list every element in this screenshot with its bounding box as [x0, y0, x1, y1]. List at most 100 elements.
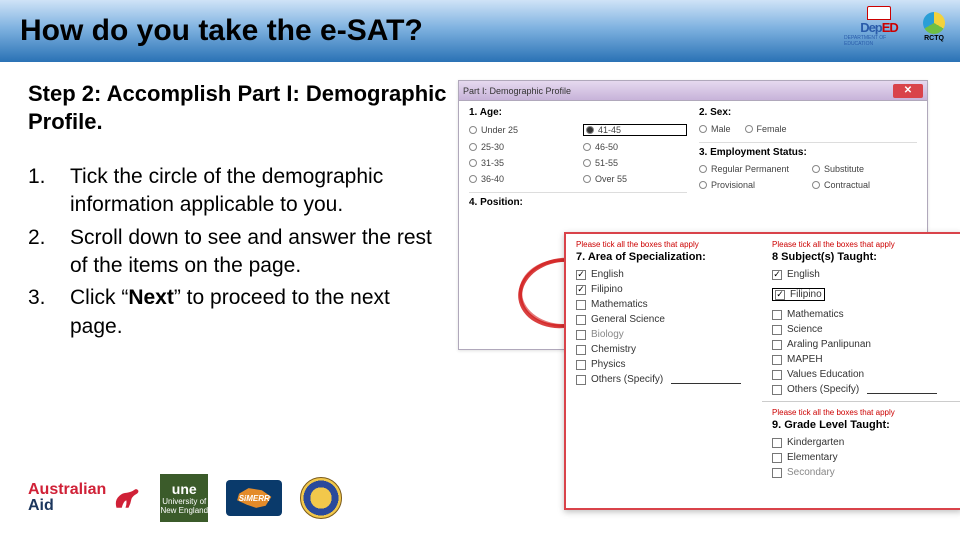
checkbox-icon — [576, 345, 586, 355]
q9-label: 9. Grade Level Taught: — [772, 419, 950, 431]
specialization-option[interactable]: English — [576, 269, 754, 280]
specialization-option[interactable]: General Science — [576, 314, 754, 325]
specify-underline — [867, 385, 937, 394]
specialization-option[interactable]: Physics — [576, 359, 754, 370]
option-label: English — [591, 269, 624, 280]
subject-option[interactable]: English — [772, 269, 950, 280]
une-logo: une University of New England — [160, 474, 208, 522]
demographic-window-front: Please tick all the boxes that apply 7. … — [564, 232, 960, 510]
option-label: Filipino — [790, 289, 822, 300]
instruction-text: Scroll down to see and answer the rest o… — [70, 224, 448, 281]
age-option[interactable]: Under 25 — [469, 124, 573, 136]
employment-option[interactable]: Regular Permanent — [699, 164, 804, 174]
step-title: Step 2: Accomplish Part I: Demographic P… — [28, 80, 448, 135]
window-titlebar: Part I: Demographic Profile ✕ — [459, 81, 927, 101]
option-label: 41-45 — [598, 125, 621, 135]
subject-option[interactable]: Araling Panlipunan — [772, 339, 950, 350]
subject-option[interactable]: Others (Specify) — [772, 384, 950, 395]
header-logos: DepED DEPARTMENT OF EDUCATION RCTQ — [844, 6, 948, 48]
option-label: 51-55 — [595, 158, 618, 168]
employment-option[interactable]: Contractual — [812, 180, 917, 190]
option-label: Science — [787, 324, 823, 335]
close-icon[interactable]: ✕ — [893, 84, 923, 98]
checkbox-icon — [772, 340, 782, 350]
specialization-option[interactable]: Biology — [576, 329, 754, 340]
age-option[interactable]: 36-40 — [469, 174, 573, 184]
grade-option[interactable]: Kindergarten — [772, 437, 950, 448]
radio-icon — [469, 175, 477, 183]
age-column: 1. Age: Under 2541-4525-3046-5031-3551-5… — [469, 107, 687, 208]
specialization-option[interactable]: Chemistry — [576, 344, 754, 355]
checkbox-icon — [576, 360, 586, 370]
subjects-column: Please tick all the boxes that apply 8 S… — [772, 240, 950, 482]
specialization-option[interactable]: Mathematics — [576, 299, 754, 310]
option-label: Others (Specify) — [787, 384, 859, 395]
option-label: Filipino — [591, 284, 623, 295]
age-option[interactable]: 46-50 — [583, 142, 687, 152]
age-option[interactable]: 51-55 — [583, 158, 687, 168]
checkbox-icon — [576, 375, 586, 385]
radio-icon — [699, 165, 707, 173]
option-label: Others (Specify) — [591, 374, 663, 385]
checkbox-icon — [772, 310, 782, 320]
specify-underline — [671, 375, 741, 384]
employment-option[interactable]: Substitute — [812, 164, 917, 174]
option-label: Elementary — [787, 452, 838, 463]
instruction-item: 2.Scroll down to see and answer the rest… — [28, 224, 448, 281]
grade-option[interactable]: Elementary — [772, 452, 950, 463]
radio-icon — [583, 143, 591, 151]
deped-book-icon — [867, 6, 891, 20]
option-label: Secondary — [787, 467, 835, 478]
page-title: How do you take the e-SAT? — [20, 14, 423, 48]
checkbox-icon — [772, 370, 782, 380]
option-label: Contractual — [824, 180, 870, 190]
une-sub1: University of — [162, 497, 206, 506]
q3-label: 3. Employment Status: — [699, 147, 917, 158]
option-label: English — [787, 269, 820, 280]
rctq-logo: RCTQ — [920, 12, 948, 42]
aus-aid-text: Australian Aid — [28, 482, 106, 514]
footer-logos: Australian Aid une University of New Eng… — [28, 474, 342, 522]
subject-option[interactable]: Mathematics — [772, 309, 950, 320]
employment-option[interactable]: Provisional — [699, 180, 804, 190]
radio-icon — [586, 126, 594, 134]
grade-option[interactable]: Secondary — [772, 467, 950, 478]
option-label: Kindergarten — [787, 437, 844, 448]
kangaroo-icon — [112, 485, 142, 511]
subject-option[interactable]: MAPEH — [772, 354, 950, 365]
specialization-option[interactable]: Filipino — [576, 284, 754, 295]
age-option[interactable]: 25-30 — [469, 142, 573, 152]
subject-option[interactable]: Science — [772, 324, 950, 335]
age-option[interactable]: 41-45 — [583, 124, 687, 136]
option-label: MAPEH — [787, 354, 823, 365]
radio-icon — [469, 159, 477, 167]
specialization-option[interactable]: Others (Specify) — [576, 374, 754, 385]
radio-icon — [583, 159, 591, 167]
une-sub2: New England — [160, 506, 208, 515]
age-option[interactable]: 31-35 — [469, 158, 573, 168]
checkbox-icon — [772, 355, 782, 365]
une-mark: une — [172, 481, 197, 497]
checkbox-icon — [772, 325, 782, 335]
age-option[interactable]: Over 55 — [583, 174, 687, 184]
option-label: Chemistry — [591, 344, 636, 355]
seal-logo — [300, 477, 342, 519]
option-label: 36-40 — [481, 174, 504, 184]
option-label: Substitute — [824, 164, 864, 174]
sex-option[interactable]: Female — [745, 124, 787, 134]
subject-option[interactable]: Values Education — [772, 369, 950, 380]
option-label: 31-35 — [481, 158, 504, 168]
radio-icon — [699, 125, 707, 133]
aus-line2: Aid — [28, 498, 106, 514]
radio-icon — [583, 175, 591, 183]
specialization-column: Please tick all the boxes that apply 7. … — [576, 240, 754, 482]
instruction-item: 3.Click “Next” to proceed to the next pa… — [28, 284, 448, 341]
simerr-logo: SiMERR — [226, 480, 282, 516]
checkbox-icon — [772, 270, 782, 280]
rctq-label: RCTQ — [920, 35, 948, 42]
deped-subtext: DEPARTMENT OF EDUCATION — [844, 35, 914, 47]
sex-option[interactable]: Male — [699, 124, 731, 134]
checkbox-icon — [772, 438, 782, 448]
subject-option[interactable]: Filipino — [772, 288, 825, 301]
instructions-column: Step 2: Accomplish Part I: Demographic P… — [28, 80, 448, 345]
